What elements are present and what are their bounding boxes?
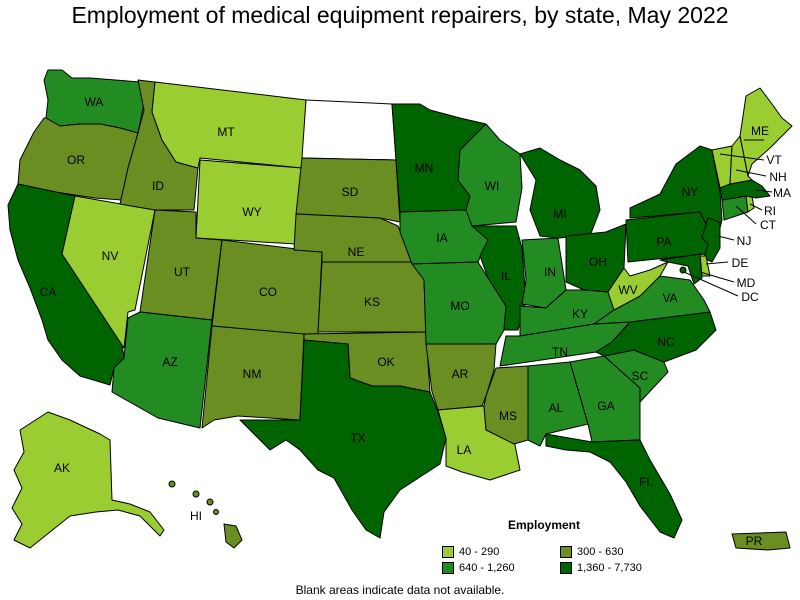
legend-swatch (442, 562, 454, 574)
legend-label: 640 - 1,260 (459, 562, 515, 574)
label-UT: UT (174, 265, 191, 279)
label-CO: CO (259, 285, 277, 299)
legend-label: 40 - 290 (459, 546, 500, 558)
label-TX: TX (350, 431, 365, 445)
legend-item-1: 40 - 290 (442, 546, 499, 558)
label-CT: CT (760, 218, 777, 232)
map-title: Employment of medical equipment repairer… (71, 2, 729, 28)
state-TX[interactable] (239, 339, 447, 539)
label-RI: RI (764, 204, 776, 218)
state-HI-island[interactable] (168, 480, 176, 488)
label-MN: MN (415, 161, 434, 175)
label-SC: SC (632, 369, 649, 383)
label-AR: AR (452, 367, 469, 381)
state-PR[interactable] (731, 531, 791, 551)
legend-title: Employment (508, 518, 581, 532)
label-NE: NE (348, 245, 365, 259)
label-PA: PA (656, 235, 671, 249)
label-OK: OK (377, 355, 394, 369)
label-MA: MA (773, 186, 791, 200)
label-OH: OH (589, 255, 607, 269)
state-DC[interactable] (679, 266, 687, 274)
state-HI-island[interactable] (192, 490, 200, 498)
state-WI[interactable] (457, 123, 523, 227)
legend-swatch (442, 546, 454, 558)
label-ME: ME (751, 124, 769, 138)
label-WV: WV (618, 283, 637, 297)
label-NJ: NJ (737, 234, 752, 248)
label-AK: AK (54, 461, 70, 475)
callout-lines (683, 139, 773, 297)
label-NV: NV (102, 249, 119, 263)
state-MD[interactable] (659, 253, 703, 285)
label-PR: PR (746, 534, 763, 548)
state-ME[interactable] (739, 87, 793, 177)
legend-item-3: 640 - 1,260 (442, 562, 515, 574)
label-MT: MT (217, 125, 235, 139)
label-HI: HI (190, 509, 202, 523)
legend-item-4: 1,360 - 7,730 (560, 562, 642, 574)
state-MI[interactable] (519, 147, 601, 239)
label-DC: DC (741, 290, 759, 304)
label-DE: DE (732, 256, 749, 270)
state-FL[interactable] (545, 433, 683, 539)
legend-swatch (560, 562, 572, 574)
label-NC: NC (657, 335, 675, 349)
state-WY[interactable] (195, 159, 303, 245)
label-NM: NM (243, 367, 262, 381)
label-GA: GA (597, 399, 614, 413)
label-IA: IA (436, 231, 447, 245)
label-KS: KS (364, 295, 380, 309)
label-MD: MD (737, 276, 756, 290)
state-SD[interactable] (295, 157, 401, 223)
label-KY: KY (572, 307, 588, 321)
label-NH: NH (769, 170, 786, 184)
label-CA: CA (40, 285, 57, 299)
label-VT: VT (766, 153, 782, 167)
label-OR: OR (67, 153, 85, 167)
state-HI[interactable] (223, 523, 243, 549)
state-HI-island[interactable] (213, 509, 219, 515)
label-IL: IL (501, 269, 511, 283)
state-AR[interactable] (425, 343, 497, 411)
label-SD: SD (342, 185, 359, 199)
state-NJ[interactable] (701, 217, 721, 263)
state-HI-island[interactable] (206, 498, 214, 506)
state-ND[interactable] (301, 99, 397, 161)
legend-swatch (560, 546, 572, 558)
label-ID: ID (152, 179, 164, 193)
legend-item-2: 300 - 630 (560, 546, 623, 558)
state-MA[interactable] (719, 179, 771, 201)
state-AK[interactable] (11, 411, 165, 549)
label-IN: IN (544, 265, 556, 279)
label-WY: WY (242, 205, 261, 219)
label-LA: LA (457, 443, 472, 457)
state-NC[interactable] (595, 311, 717, 363)
state-AZ[interactable] (111, 311, 213, 429)
label-MS: MS (499, 409, 517, 423)
label-AZ: AZ (162, 355, 177, 369)
label-TN: TN (552, 345, 568, 359)
legend-label: 300 - 630 (577, 546, 624, 558)
state-labels: WA OR CA NV ID MT WY SD NE KS OK TX UT C… (40, 95, 791, 548)
label-AL: AL (549, 401, 564, 415)
label-VA: VA (662, 291, 677, 305)
label-WA: WA (85, 95, 104, 109)
footnote: Blank areas indicate data not available. (295, 583, 505, 597)
state-IL[interactable] (471, 225, 527, 331)
label-WI: WI (485, 179, 500, 193)
label-MI: MI (553, 207, 566, 221)
label-NY: NY (682, 185, 699, 199)
legend-label: 1,360 - 7,730 (577, 562, 642, 574)
label-MO: MO (450, 299, 469, 313)
state-NY[interactable] (629, 145, 723, 237)
label-FL: FL (639, 475, 653, 489)
